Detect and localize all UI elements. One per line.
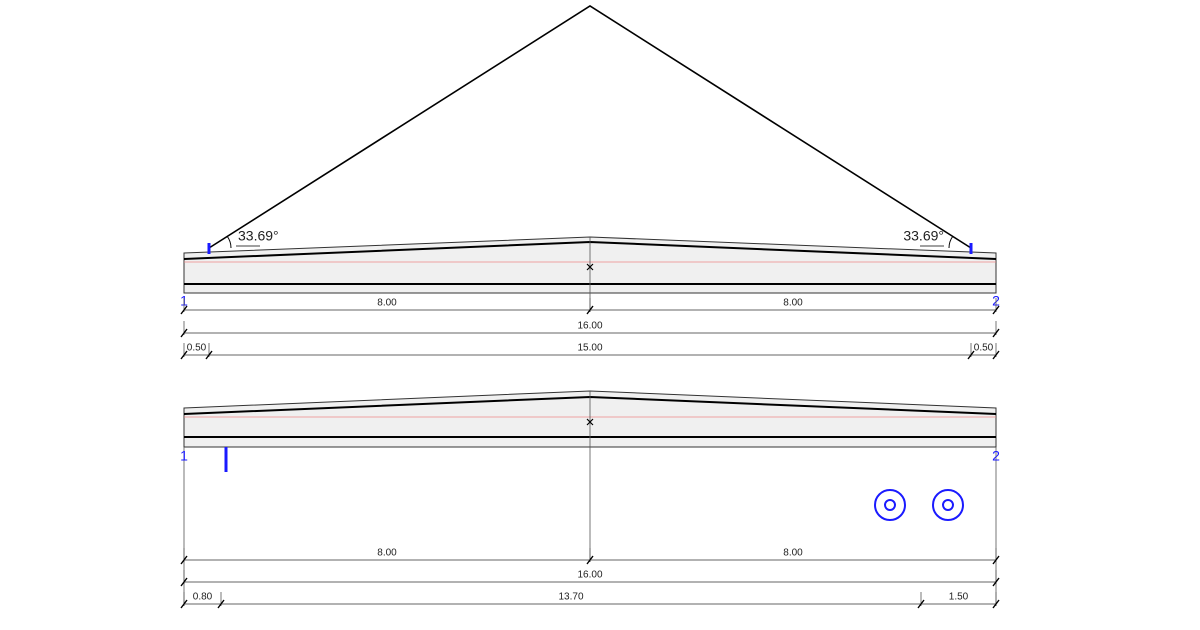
top-view: 33.69° 33.69° 1 2 xyxy=(180,5,1000,312)
dimension-label: 16.00 xyxy=(577,321,602,332)
angle-arc xyxy=(948,235,954,249)
rafter-outline xyxy=(208,5,972,249)
dimension-label: 0.80 xyxy=(193,592,213,603)
dimension-tick xyxy=(992,328,1000,338)
dimension-tick xyxy=(967,350,975,360)
dimension-tick xyxy=(180,555,188,565)
node-label: 1 xyxy=(180,448,188,464)
dimension-tick xyxy=(217,599,225,609)
dimension-label: 8.00 xyxy=(377,298,397,309)
dimension-tick xyxy=(992,577,1000,587)
dimension-label: 16.00 xyxy=(577,570,602,581)
symbol-circle xyxy=(942,499,954,511)
dimension-label: 8.00 xyxy=(783,298,803,309)
dimension-tick xyxy=(992,555,1000,565)
dimension-tick xyxy=(917,599,925,609)
dimension-label: 13.70 xyxy=(558,592,583,603)
dimension-label: 8.00 xyxy=(377,548,397,559)
symbol-circle xyxy=(932,489,964,521)
center-mark xyxy=(586,263,594,271)
dimension-label: 8.00 xyxy=(783,548,803,559)
angle-label: 33.69° xyxy=(238,228,279,244)
node-label: 2 xyxy=(992,448,1000,464)
dimension-tick xyxy=(992,350,1000,360)
dimension-tick xyxy=(586,555,594,565)
angle-label: 33.69° xyxy=(903,228,944,244)
dimension-tick xyxy=(992,305,1000,315)
dimension-tick xyxy=(205,350,213,360)
dimension-tick xyxy=(992,599,1000,609)
bottom-view: 1 2 xyxy=(180,390,1000,606)
symbol-circle xyxy=(884,499,896,511)
symbol-circle xyxy=(874,489,906,521)
angle-arc xyxy=(226,235,232,249)
dimension-tick xyxy=(180,305,188,315)
dimension-tick xyxy=(180,599,188,609)
dimension-label: 15.00 xyxy=(577,343,602,354)
dimension-label: 0.50 xyxy=(974,343,994,354)
dimension-tick xyxy=(180,350,188,360)
dimension-label: 0.50 xyxy=(187,343,207,354)
dimension-tick xyxy=(180,577,188,587)
center-mark xyxy=(586,418,594,426)
dimension-label: 1.50 xyxy=(949,592,969,603)
dimension-tick xyxy=(180,328,188,338)
dimension-tick xyxy=(586,305,594,315)
